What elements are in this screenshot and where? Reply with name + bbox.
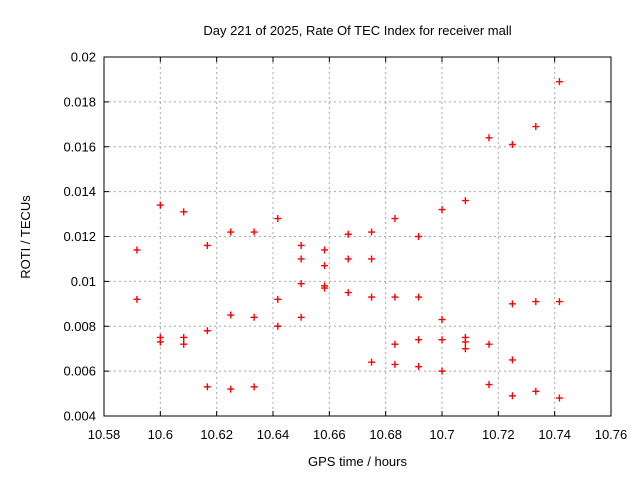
data-point-marker [274, 295, 282, 303]
data-point-marker [156, 201, 164, 209]
data-point-marker [321, 246, 329, 254]
x-tick-label: 10.74 [538, 427, 571, 442]
data-point-marker [297, 313, 305, 321]
data-point-marker [368, 255, 376, 263]
data-point-marker [227, 385, 235, 393]
data-point-marker [250, 313, 258, 321]
data-point-marker [156, 338, 164, 346]
data-point-marker [508, 356, 516, 364]
x-tick-label: 10.76 [595, 427, 628, 442]
data-point-marker [368, 293, 376, 301]
x-tick-label: 10.64 [257, 427, 290, 442]
y-tick-label: 0.006 [63, 364, 96, 379]
data-point-marker [203, 327, 211, 335]
y-tick-label: 0.02 [71, 50, 96, 65]
y-tick-label: 0.004 [63, 409, 96, 424]
data-point-marker [274, 215, 282, 223]
data-point-marker [250, 383, 258, 391]
data-point-marker [415, 293, 423, 301]
data-point-marker [508, 141, 516, 149]
data-point-marker [180, 340, 188, 348]
x-tick-label: 10.72 [482, 427, 515, 442]
data-point-marker [532, 298, 540, 306]
data-point-marker [274, 322, 282, 330]
data-point-marker [344, 289, 352, 297]
data-point-marker [391, 360, 399, 368]
data-point-marker [344, 255, 352, 263]
data-point-marker [532, 123, 540, 131]
data-point-marker [391, 340, 399, 348]
x-tick-label: 10.6 [148, 427, 173, 442]
data-point-marker [485, 381, 493, 389]
data-point-marker [461, 338, 469, 346]
x-tick-label: 10.58 [88, 427, 121, 442]
data-point-marker [297, 255, 305, 263]
data-point-marker [438, 367, 446, 375]
y-tick-label: 0.018 [63, 94, 96, 109]
data-point-marker [321, 284, 329, 292]
x-axis-label: GPS time / hours [308, 454, 407, 469]
y-tick-label: 0.012 [63, 229, 96, 244]
data-point-marker [555, 78, 563, 86]
data-point-marker [438, 336, 446, 344]
data-point-marker [485, 134, 493, 142]
x-tick-label: 10.66 [313, 427, 346, 442]
data-point-marker [438, 316, 446, 324]
data-point-marker [508, 300, 516, 308]
y-tick-label: 0.008 [63, 319, 96, 334]
chart-title: Day 221 of 2025, Rate Of TEC Index for r… [203, 23, 512, 38]
data-point-marker [532, 387, 540, 395]
data-point-marker [485, 340, 493, 348]
data-point-marker [555, 394, 563, 402]
data-point-marker [391, 293, 399, 301]
data-point-marker [297, 241, 305, 249]
data-point-marker [508, 392, 516, 400]
data-point-marker [203, 383, 211, 391]
data-point-marker [368, 358, 376, 366]
data-point-marker [133, 295, 141, 303]
x-tick-label: 10.68 [369, 427, 402, 442]
data-point-marker [227, 311, 235, 319]
data-point-marker [344, 230, 352, 238]
data-point-marker [250, 228, 258, 236]
data-point-marker [438, 206, 446, 214]
data-point-marker [415, 233, 423, 240]
data-point-marker [415, 336, 423, 344]
data-point-marker [297, 280, 305, 288]
y-tick-label: 0.014 [63, 184, 96, 199]
y-tick-label: 0.016 [63, 139, 96, 154]
data-point-marker [461, 197, 469, 205]
data-point-marker [133, 246, 141, 254]
data-point-marker [227, 228, 235, 236]
data-point-marker [391, 215, 399, 223]
data-point-marker [415, 363, 423, 371]
data-point-marker [180, 208, 188, 216]
data-point-marker [368, 228, 376, 236]
x-tick-label: 10.62 [200, 427, 233, 442]
data-point-marker [321, 262, 329, 270]
y-tick-label: 0.01 [71, 274, 96, 289]
data-point-marker [555, 298, 563, 306]
data-point-marker [461, 345, 469, 353]
data-point-marker [203, 241, 211, 249]
x-tick-label: 10.7 [429, 427, 454, 442]
data-point-marker [180, 333, 188, 341]
